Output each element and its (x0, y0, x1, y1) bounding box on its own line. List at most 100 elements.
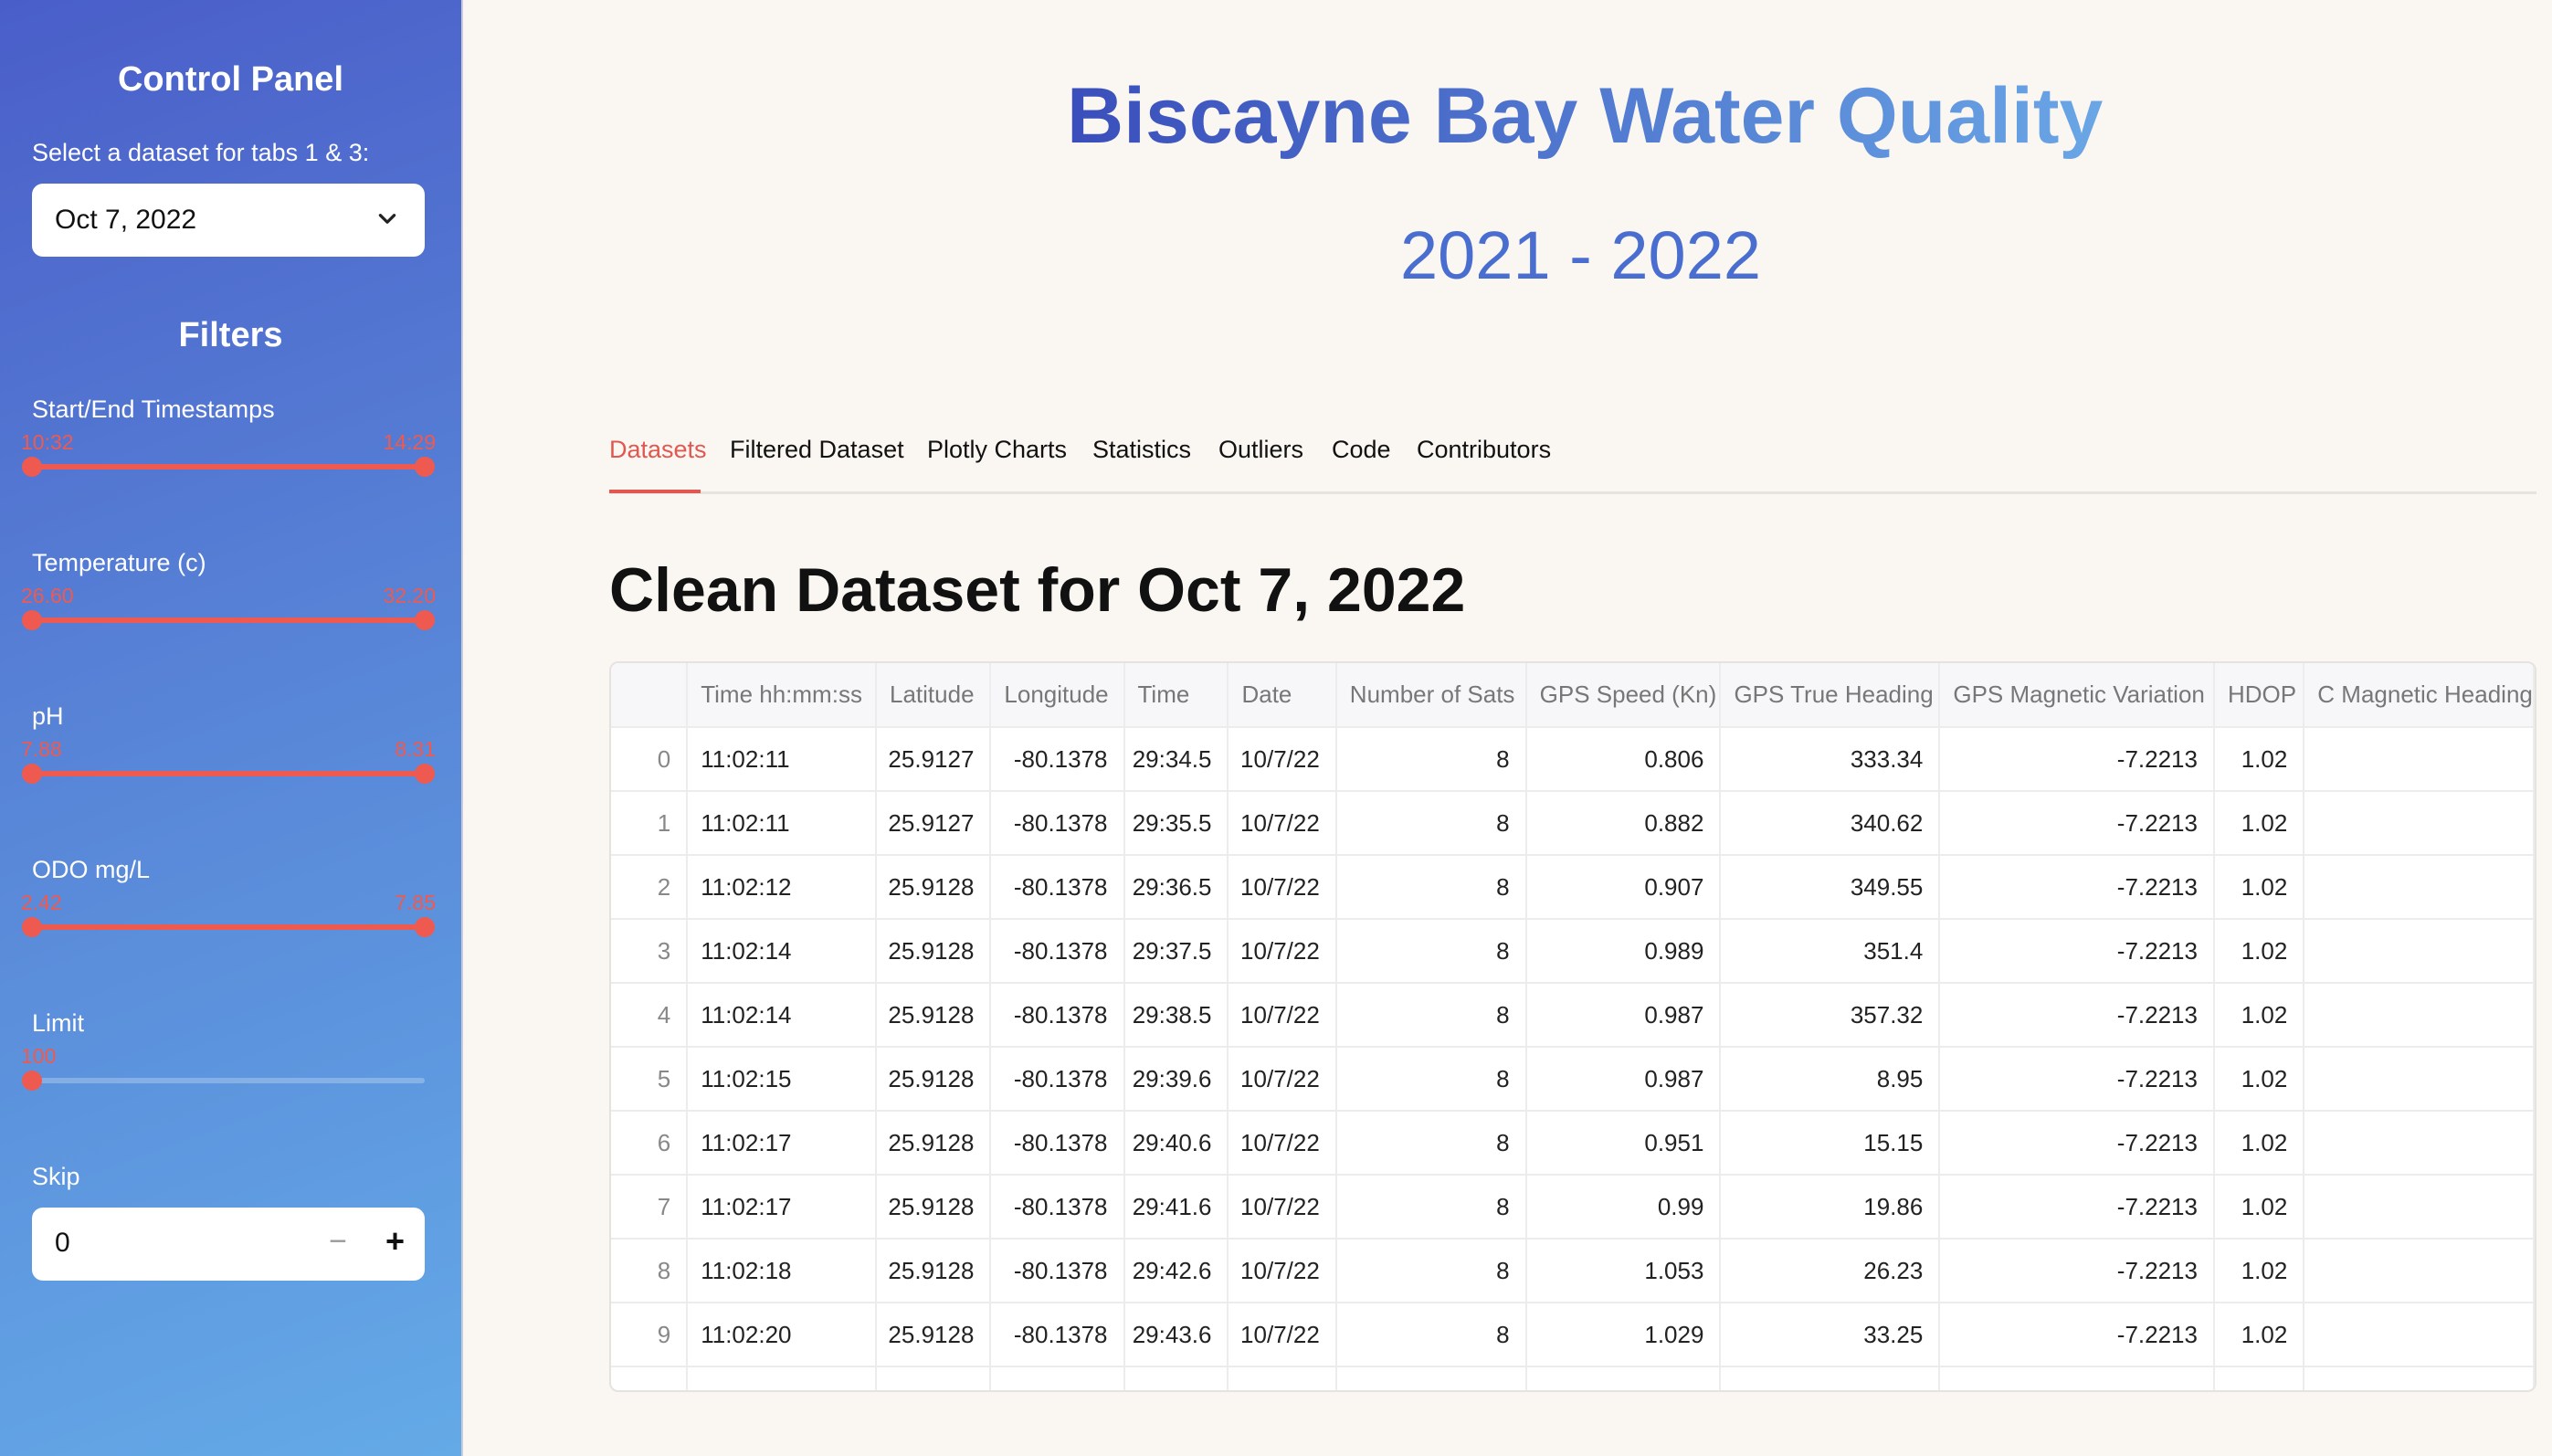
row-index-cell[interactable]: 7 (611, 1175, 689, 1240)
row-index-cell[interactable]: 0 (611, 727, 689, 792)
table-cell[interactable]: 25.9128 (876, 1239, 992, 1303)
table-cell[interactable]: 25.9128 (876, 1175, 992, 1240)
table-cell[interactable]: 29:34.5 (1123, 727, 1229, 792)
table-cell[interactable]: 1.02 (2213, 1303, 2305, 1367)
column-header[interactable]: Latitude (876, 663, 992, 728)
table-cell[interactable]: -7.2213 (1939, 1111, 2215, 1176)
tab-contributors[interactable]: Contributors (1417, 436, 1552, 463)
table-cell[interactable] (2304, 1175, 2535, 1240)
row-index-cell[interactable]: 2 (611, 855, 689, 920)
column-header[interactable]: Time (1123, 663, 1229, 728)
table-cell[interactable]: -80.1378 (990, 1047, 1125, 1112)
table-cell[interactable]: 29:39.6 (1123, 1047, 1229, 1112)
table-cell[interactable]: -7.2213 (1939, 1303, 2215, 1367)
table-cell[interactable]: 29:41.6 (1123, 1175, 1229, 1240)
table-cell[interactable]: -80.1378 (990, 727, 1125, 792)
table-cell[interactable]: -80.1378 (990, 791, 1125, 856)
table-cell[interactable]: 8.95 (1720, 1047, 1941, 1112)
skip-number-input[interactable]: 0 − + (32, 1208, 425, 1281)
table-cell[interactable]: 29:43.6 (1123, 1303, 1229, 1367)
table-cell[interactable]: -80.1378 (990, 855, 1125, 920)
table-cell[interactable]: 340.62 (1720, 791, 1941, 856)
table-cell[interactable]: 11:02:14 (687, 983, 877, 1048)
table-cell[interactable] (2304, 1047, 2535, 1112)
skip-value[interactable]: 0 (55, 1228, 70, 1258)
table-cell[interactable]: 8 (1335, 983, 1527, 1048)
table-cell[interactable]: 0.882 (1525, 791, 1722, 856)
slider-handle-start[interactable] (22, 917, 42, 937)
timestamps-slider[interactable]: 10:32 14:29 (21, 430, 436, 477)
table-cell[interactable]: 25.9128 (876, 983, 992, 1048)
column-header[interactable]: Date (1228, 663, 1337, 728)
column-header[interactable]: GPS Speed (Kn) (1525, 663, 1722, 728)
table-cell[interactable]: 25.9127 (876, 727, 992, 792)
table-cell[interactable]: 10/7/22 (1228, 1303, 1337, 1367)
slider-handle-start[interactable] (22, 764, 42, 784)
table-cell[interactable]: 11:02:11 (687, 791, 877, 856)
tab-plotly-charts[interactable]: Plotly Charts (927, 436, 1068, 463)
table-cell[interactable] (2304, 1303, 2535, 1367)
table-cell[interactable]: 25.9128 (876, 1047, 992, 1112)
table-cell[interactable]: 10/7/22 (1228, 1239, 1337, 1303)
row-index-cell[interactable]: 3 (611, 919, 689, 984)
slider-handle-start[interactable] (22, 610, 42, 630)
table-cell[interactable]: 25.9128 (876, 1303, 992, 1367)
table-cell[interactable]: 25.9128 (876, 1111, 992, 1176)
table-cell[interactable]: 11:02:17 (687, 1111, 877, 1176)
slider-handle-start[interactable] (22, 457, 42, 477)
table-cell[interactable]: 10/7/22 (1228, 791, 1337, 856)
temperature-slider[interactable]: 26.60 32.20 (21, 584, 436, 630)
table-cell[interactable]: -7.2213 (1939, 855, 2215, 920)
table-cell[interactable]: 10/7/22 (1228, 919, 1337, 984)
table-cell[interactable]: 25.9128 (876, 855, 992, 920)
table-cell[interactable]: 11:02:20 (687, 1303, 877, 1367)
table-cell[interactable]: -7.2213 (1939, 919, 2215, 984)
table-cell[interactable] (2304, 919, 2535, 984)
table-cell[interactable]: 8 (1335, 1111, 1527, 1176)
row-index-cell[interactable]: 4 (611, 983, 689, 1048)
table-cell[interactable] (2304, 855, 2535, 920)
table-cell[interactable]: 1.02 (2213, 919, 2305, 984)
table-cell[interactable] (2304, 1111, 2535, 1176)
table-cell[interactable]: -80.1378 (990, 1239, 1125, 1303)
table-cell[interactable]: 0.907 (1525, 855, 1722, 920)
table-cell[interactable]: 11:02:11 (687, 727, 877, 792)
table-cell[interactable]: 0.987 (1525, 983, 1722, 1048)
table-cell[interactable]: 11:02:12 (687, 855, 877, 920)
table-cell[interactable]: 1.02 (2213, 1175, 2305, 1240)
table-cell[interactable]: 0.99 (1525, 1175, 1722, 1240)
table-cell[interactable]: -7.2213 (1939, 983, 2215, 1048)
table-cell[interactable]: 11:02:15 (687, 1047, 877, 1112)
table-cell[interactable]: -80.1378 (990, 1111, 1125, 1176)
table-cell[interactable]: 0.806 (1525, 727, 1722, 792)
table-cell[interactable]: 1.02 (2213, 1239, 2305, 1303)
column-header[interactable]: C Magnetic Heading (2304, 663, 2535, 728)
table-cell[interactable]: 1.02 (2213, 791, 2305, 856)
slider-handle-end[interactable] (415, 764, 435, 784)
table-cell[interactable]: 11:02:17 (687, 1175, 877, 1240)
table-cell[interactable]: 8 (1335, 791, 1527, 856)
table-cell[interactable]: 29:42.6 (1123, 1239, 1229, 1303)
minus-icon[interactable]: − (329, 1224, 347, 1259)
table-cell[interactable]: 33.25 (1720, 1303, 1941, 1367)
table-cell[interactable]: 29:37.5 (1123, 919, 1229, 984)
table-cell[interactable]: 29:36.5 (1123, 855, 1229, 920)
table-cell[interactable]: 1.029 (1525, 1303, 1722, 1367)
table-cell[interactable]: 357.32 (1720, 983, 1941, 1048)
table-cell[interactable]: 10/7/22 (1228, 1047, 1337, 1112)
slider-handle-end[interactable] (415, 610, 435, 630)
tab-datasets[interactable]: Datasets (609, 436, 707, 463)
table-cell[interactable]: 10/7/22 (1228, 983, 1337, 1048)
table-cell[interactable]: 1.02 (2213, 983, 2305, 1048)
table-cell[interactable]: 1.02 (2213, 1047, 2305, 1112)
table-cell[interactable]: -80.1378 (990, 1303, 1125, 1367)
table-cell[interactable]: 25.9128 (876, 919, 992, 984)
table-cell[interactable]: -80.1378 (990, 919, 1125, 984)
table-cell[interactable]: 25.9127 (876, 791, 992, 856)
table-cell[interactable]: 26.23 (1720, 1239, 1941, 1303)
table-cell[interactable]: 29:35.5 (1123, 791, 1229, 856)
table-cell[interactable]: 349.55 (1720, 855, 1941, 920)
table-cell[interactable]: 8 (1335, 1303, 1527, 1367)
table-cell[interactable] (2304, 983, 2535, 1048)
table-cell[interactable]: 11:02:14 (687, 919, 877, 984)
